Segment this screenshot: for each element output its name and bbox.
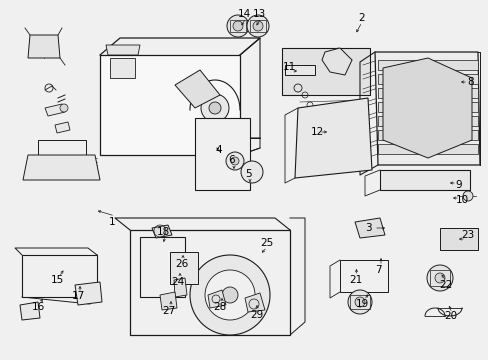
Polygon shape — [282, 48, 483, 218]
Polygon shape — [23, 155, 100, 180]
Circle shape — [241, 161, 263, 183]
Polygon shape — [174, 278, 186, 297]
Polygon shape — [282, 48, 369, 95]
Polygon shape — [110, 58, 135, 78]
Text: 10: 10 — [454, 195, 468, 205]
Text: 4: 4 — [215, 145, 222, 155]
Polygon shape — [377, 144, 477, 154]
Bar — [22, 255, 97, 297]
Text: 13: 13 — [252, 9, 265, 19]
Circle shape — [354, 297, 364, 307]
Polygon shape — [377, 102, 477, 112]
Text: 3: 3 — [364, 223, 370, 233]
Circle shape — [232, 21, 243, 31]
Polygon shape — [130, 230, 289, 335]
Text: 21: 21 — [348, 275, 362, 285]
Text: 15: 15 — [50, 275, 63, 285]
Text: 12: 12 — [310, 127, 323, 137]
Bar — [379, 170, 469, 190]
Polygon shape — [75, 282, 102, 305]
Bar — [195, 118, 249, 190]
Bar — [38, 140, 86, 175]
Bar — [140, 237, 184, 297]
Bar — [439, 228, 477, 250]
Bar — [339, 260, 387, 292]
Text: 29: 29 — [250, 310, 263, 320]
Bar — [170, 252, 198, 284]
Polygon shape — [374, 52, 479, 165]
Text: 28: 28 — [213, 302, 226, 312]
Text: 7: 7 — [374, 265, 381, 275]
Bar — [285, 65, 314, 75]
Polygon shape — [4, 4, 274, 230]
Text: 26: 26 — [175, 259, 188, 269]
Circle shape — [222, 287, 238, 303]
Circle shape — [204, 270, 254, 320]
Polygon shape — [20, 302, 40, 320]
Text: 11: 11 — [282, 62, 295, 72]
Circle shape — [246, 15, 268, 37]
Text: 18: 18 — [156, 227, 169, 237]
Circle shape — [426, 265, 452, 291]
Circle shape — [316, 125, 326, 135]
Polygon shape — [382, 58, 471, 158]
Text: 2: 2 — [358, 13, 365, 23]
Polygon shape — [377, 74, 477, 84]
Bar — [229, 20, 245, 32]
Polygon shape — [294, 98, 371, 178]
Polygon shape — [377, 130, 477, 140]
Polygon shape — [100, 55, 240, 155]
Text: 22: 22 — [439, 280, 452, 290]
Text: 9: 9 — [455, 180, 461, 190]
Polygon shape — [175, 70, 220, 108]
Polygon shape — [28, 35, 60, 58]
Bar — [249, 20, 265, 32]
Text: 16: 16 — [31, 302, 44, 312]
Circle shape — [462, 191, 472, 201]
Circle shape — [225, 152, 244, 170]
Text: 27: 27 — [162, 306, 175, 316]
Circle shape — [230, 157, 239, 165]
Circle shape — [434, 273, 444, 283]
Polygon shape — [207, 290, 225, 308]
Text: 19: 19 — [355, 299, 368, 309]
Polygon shape — [377, 116, 477, 126]
Text: 24: 24 — [171, 277, 184, 287]
Text: 23: 23 — [461, 230, 474, 240]
Polygon shape — [321, 48, 351, 75]
Circle shape — [208, 102, 221, 114]
Circle shape — [252, 21, 263, 31]
Text: 17: 17 — [71, 291, 84, 301]
Circle shape — [347, 290, 371, 314]
Circle shape — [60, 104, 68, 112]
Text: 20: 20 — [444, 311, 457, 321]
Text: 25: 25 — [260, 238, 273, 248]
Circle shape — [226, 15, 248, 37]
Circle shape — [190, 255, 269, 335]
Circle shape — [201, 94, 228, 122]
Text: 5: 5 — [244, 169, 251, 179]
Polygon shape — [315, 125, 329, 135]
Polygon shape — [55, 122, 70, 133]
Polygon shape — [244, 293, 264, 312]
Bar — [349, 295, 369, 309]
Text: 1: 1 — [108, 217, 115, 227]
Bar — [429, 270, 449, 286]
Text: 6: 6 — [228, 155, 235, 165]
Polygon shape — [152, 225, 172, 238]
Polygon shape — [377, 88, 477, 98]
Polygon shape — [160, 292, 177, 310]
Text: 8: 8 — [467, 77, 473, 87]
Polygon shape — [377, 60, 477, 70]
Polygon shape — [106, 45, 140, 55]
Polygon shape — [45, 104, 65, 116]
Polygon shape — [354, 218, 384, 238]
Text: 14: 14 — [237, 9, 250, 19]
